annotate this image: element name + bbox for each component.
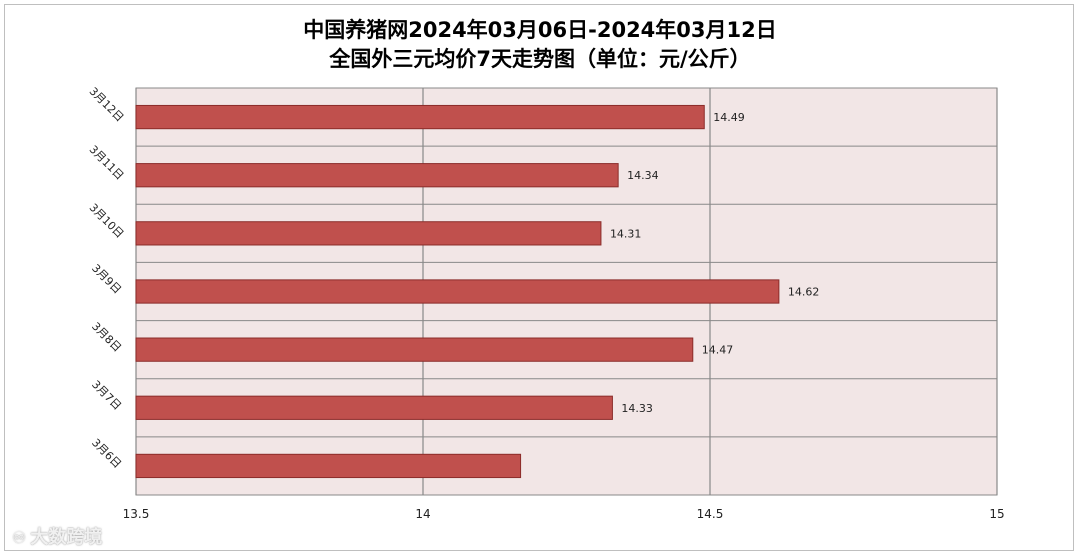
bar bbox=[135, 104, 705, 130]
data-label: 14.31 bbox=[610, 227, 642, 240]
category-label: 3月11日 bbox=[87, 143, 127, 183]
bar bbox=[135, 279, 780, 304]
category-label: 3月9日 bbox=[89, 262, 124, 297]
watermark: ♾ 大数跨境 bbox=[12, 523, 102, 549]
data-label: 14.47 bbox=[702, 344, 734, 357]
x-tick-label: 14.5 bbox=[697, 507, 724, 521]
bar bbox=[135, 395, 613, 420]
data-label: 14.62 bbox=[788, 286, 820, 299]
chart-title: 中国养猪网2024年03月06日-2024年03月12日 bbox=[303, 18, 777, 42]
chart-frame bbox=[4, 4, 1074, 551]
bar bbox=[135, 337, 694, 362]
category-label: 3月8日 bbox=[89, 320, 124, 355]
data-label: 14.49 bbox=[713, 111, 745, 124]
x-tick-label: 13.5 bbox=[123, 507, 150, 521]
category-label: 3月12日 bbox=[87, 85, 127, 125]
bar bbox=[135, 221, 602, 246]
logo-icon: ♾ bbox=[12, 528, 27, 547]
x-tick-label: 15 bbox=[989, 507, 1004, 521]
category-label: 3月6日 bbox=[89, 436, 124, 471]
category-label: 3月10日 bbox=[87, 201, 127, 241]
data-label: 14.33 bbox=[621, 402, 653, 415]
data-label: 14.34 bbox=[627, 169, 659, 182]
chart-subtitle: 全国外三元均价7天走势图（单位：元/公斤） bbox=[329, 47, 751, 71]
watermark-text: 大数跨境 bbox=[30, 527, 103, 548]
x-tick-label: 14 bbox=[415, 507, 430, 521]
category-label: 3月7日 bbox=[89, 378, 124, 413]
bar bbox=[135, 453, 522, 479]
bar bbox=[135, 163, 619, 188]
